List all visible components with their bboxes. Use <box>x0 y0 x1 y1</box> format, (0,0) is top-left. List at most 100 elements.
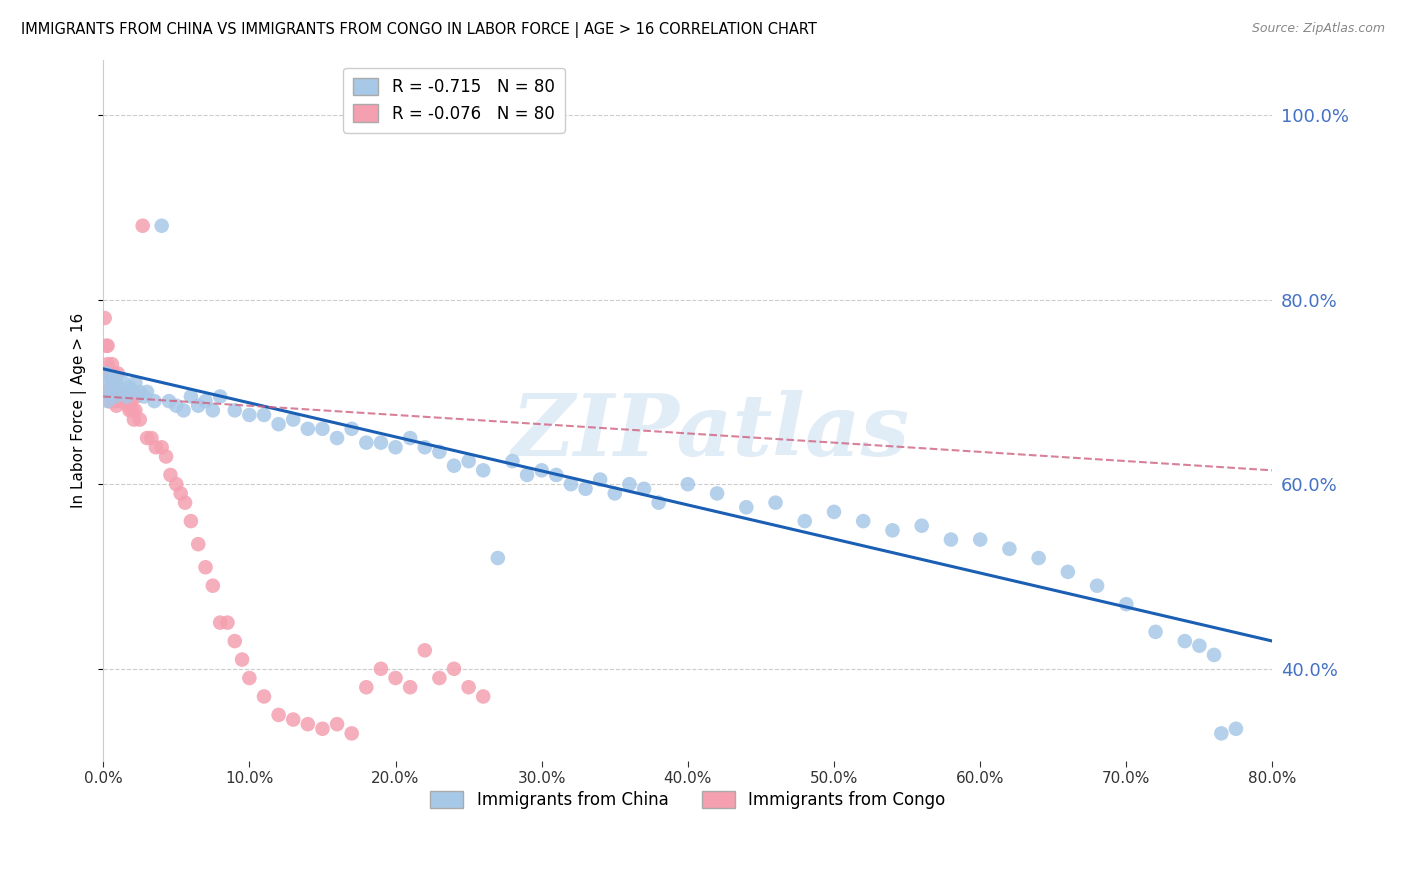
Point <box>998 541 1021 556</box>
Point <box>112 376 135 390</box>
Point <box>107 384 129 399</box>
Point <box>170 486 193 500</box>
Point <box>399 431 422 445</box>
Point <box>546 467 568 482</box>
Point <box>108 384 131 399</box>
Point <box>100 384 122 399</box>
Point <box>370 435 392 450</box>
Point <box>231 652 253 666</box>
Point <box>399 680 422 694</box>
Point <box>911 518 934 533</box>
Point <box>122 412 145 426</box>
Point <box>174 495 197 509</box>
Point <box>145 440 167 454</box>
Point <box>209 615 232 630</box>
Point <box>105 399 128 413</box>
Point <box>98 376 121 390</box>
Point <box>574 482 596 496</box>
Point <box>589 473 612 487</box>
Point <box>939 533 962 547</box>
Point <box>105 384 128 399</box>
Point <box>180 389 202 403</box>
Point <box>173 403 195 417</box>
Point <box>1115 597 1137 611</box>
Point <box>128 412 150 426</box>
Point <box>136 384 159 399</box>
Point <box>472 690 495 704</box>
Point <box>1188 639 1211 653</box>
Point <box>516 467 538 482</box>
Point <box>124 403 146 417</box>
Point <box>201 579 224 593</box>
Point <box>429 445 451 459</box>
Point <box>131 219 153 233</box>
Point <box>253 408 276 422</box>
Point <box>100 384 122 399</box>
Point <box>201 403 224 417</box>
Point <box>326 431 349 445</box>
Point <box>793 514 815 528</box>
Point <box>1144 624 1167 639</box>
Point <box>340 422 363 436</box>
Point <box>194 560 217 574</box>
Point <box>969 533 991 547</box>
Point <box>103 367 125 381</box>
Point <box>94 384 117 399</box>
Point <box>121 403 143 417</box>
Point <box>101 357 124 371</box>
Point <box>356 435 378 450</box>
Point <box>110 384 132 399</box>
Point <box>143 394 166 409</box>
Point <box>472 463 495 477</box>
Point <box>619 477 641 491</box>
Point <box>120 394 142 409</box>
Point <box>94 367 117 381</box>
Point <box>1085 579 1108 593</box>
Point <box>124 376 146 390</box>
Point <box>1028 551 1050 566</box>
Point <box>94 339 117 353</box>
Point <box>633 482 655 496</box>
Point <box>157 394 180 409</box>
Point <box>384 440 406 454</box>
Point <box>165 477 187 491</box>
Point <box>340 726 363 740</box>
Point <box>253 690 276 704</box>
Point <box>1174 634 1197 648</box>
Point <box>413 440 436 454</box>
Point <box>413 643 436 657</box>
Point <box>136 431 159 445</box>
Point <box>141 431 163 445</box>
Point <box>125 389 148 403</box>
Point <box>94 367 117 381</box>
Point <box>97 357 120 371</box>
Point <box>114 394 136 409</box>
Point <box>104 389 127 403</box>
Point <box>283 713 305 727</box>
Point <box>852 514 875 528</box>
Point <box>765 495 787 509</box>
Point <box>187 399 209 413</box>
Point <box>104 376 127 390</box>
Point <box>238 671 260 685</box>
Point <box>1225 722 1247 736</box>
Point <box>107 380 129 394</box>
Point <box>97 394 120 409</box>
Point <box>110 384 132 399</box>
Point <box>429 671 451 685</box>
Point <box>194 394 217 409</box>
Point <box>103 394 125 409</box>
Text: ZIPatlas: ZIPatlas <box>512 390 910 473</box>
Point <box>93 367 115 381</box>
Point <box>297 422 319 436</box>
Point <box>443 458 465 473</box>
Point <box>117 399 139 413</box>
Point <box>217 615 239 630</box>
Point <box>823 505 845 519</box>
Point <box>118 380 141 394</box>
Point <box>457 680 479 694</box>
Point <box>110 394 132 409</box>
Point <box>101 389 124 403</box>
Point <box>150 440 173 454</box>
Point <box>297 717 319 731</box>
